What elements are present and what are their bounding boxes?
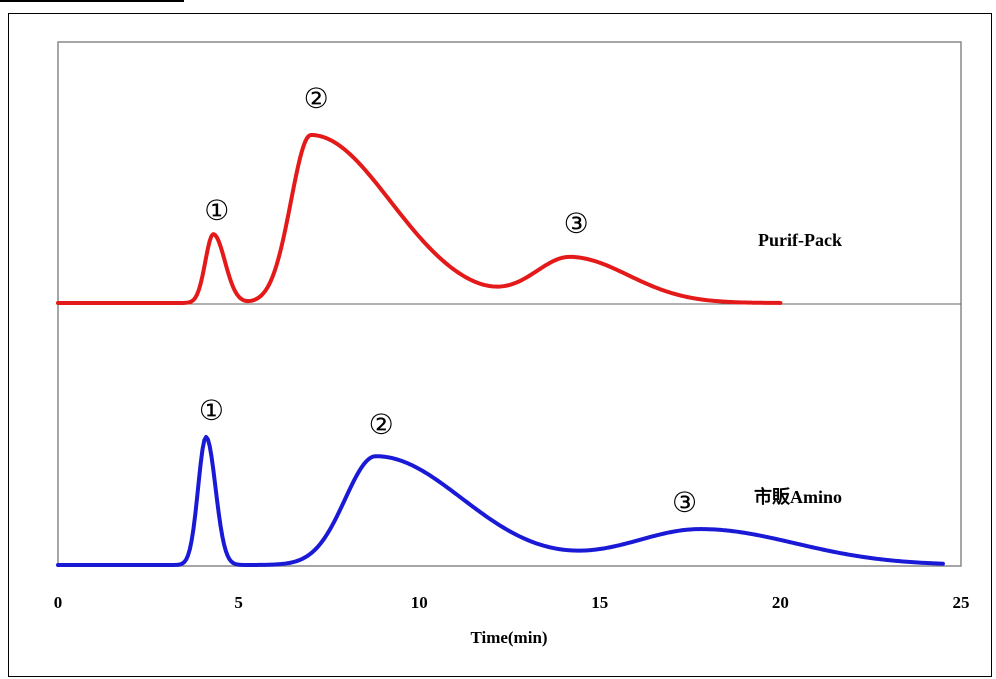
peak-label-2-3: ③ [672,486,697,519]
x-tick-label-1: 5 [234,593,243,612]
peak-label-2-2: ② [369,408,394,441]
x-tick-label-4: 20 [772,593,789,612]
series-line-1 [56,133,783,305]
corner-line [0,0,184,2]
x-tick-label-0: 0 [54,593,63,612]
x-tick-label-5: 25 [953,593,970,612]
peak-label-1-2: ② [304,82,329,115]
x-tick-label-3: 15 [591,593,608,612]
series-label-2: 市販Amino [754,486,842,507]
peak-label-1-3: ③ [564,207,589,240]
x-axis-title: Time(min) [470,628,547,647]
x-tick-label-2: 10 [411,593,428,612]
chart-frame [8,13,992,677]
series-label-1: Purif-Pack [758,230,842,250]
series-line-2 [56,435,945,567]
peak-label-1-1: ① [204,194,229,227]
peak-label-2-1: ① [199,394,224,427]
